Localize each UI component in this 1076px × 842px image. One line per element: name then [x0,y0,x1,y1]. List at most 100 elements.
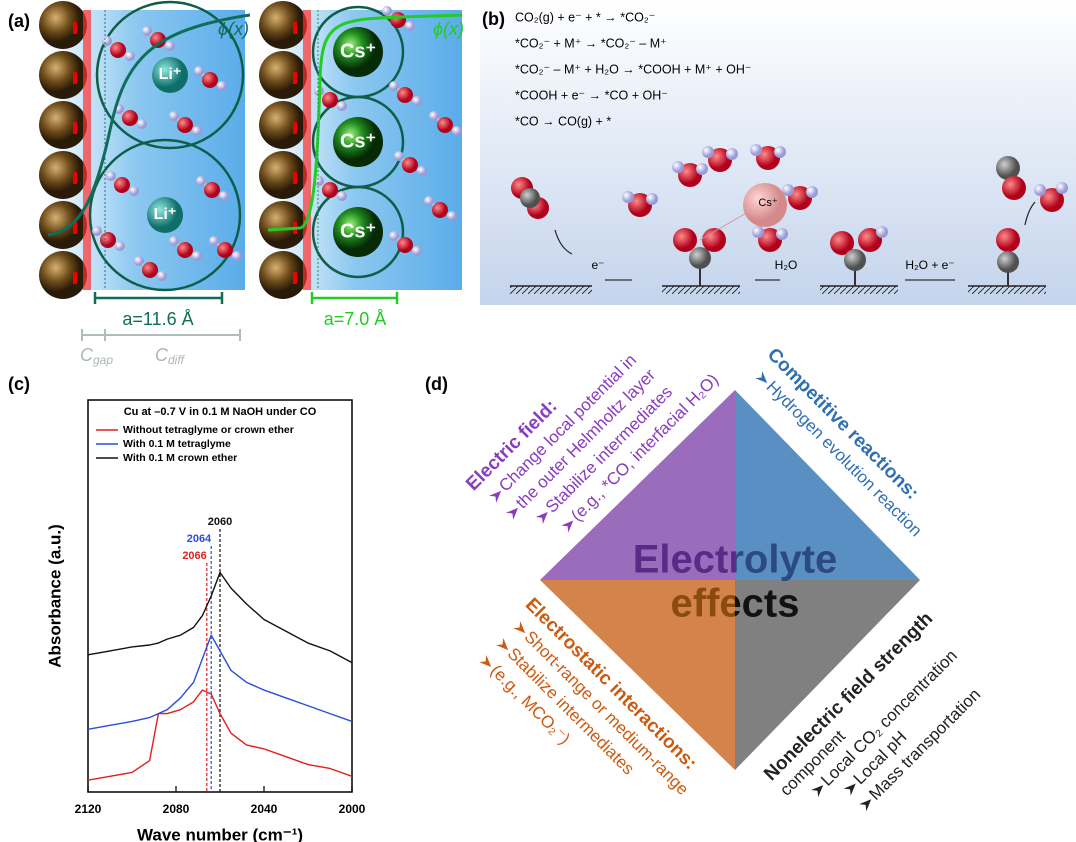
step-label: H₂O + e⁻ [905,258,954,272]
oxygen [122,110,138,126]
ion [333,117,383,167]
equation: *CO → CO(g) + * [515,114,611,128]
oxygen [858,228,882,252]
hydrogen [412,96,422,106]
x-tick-label: 2000 [339,802,366,816]
nonelectric-quadrant [735,580,920,770]
hydrogen [726,148,738,160]
ion-label: Cs⁺ [340,130,376,152]
oxygen [437,117,453,133]
oxygen [142,262,158,278]
charge-mark [73,172,77,184]
hydrogen [389,81,399,91]
oxygen [402,157,418,173]
c-subscript: gap [93,353,113,367]
x-axis-label: Wave number (cm⁻¹) [137,825,303,842]
c-diff-label: Cdiff [155,345,186,367]
copper-atom [39,151,87,199]
charge-mark [293,172,297,184]
surface [662,286,740,294]
copper-atom [259,151,307,199]
oxygen [397,87,413,103]
charge-mark [73,222,77,234]
copper-atom [259,51,307,99]
copper-atom [259,101,307,149]
carbon [689,247,711,269]
oxygen [996,228,1020,252]
charge-mark [73,22,77,34]
y-axis-label: Absorbance (a.u.) [45,524,64,668]
hydrogen [337,191,347,201]
c-symbol: C [155,345,169,365]
electrolyte-region [45,10,245,290]
oxygen [202,72,218,88]
phi-label: ϕ(x) [433,19,464,39]
ion-label: Cs⁺ [340,40,376,62]
spectrum-line [87,634,353,730]
center-title: Electrolyte [633,538,838,582]
hydrogen [774,146,786,158]
hydrogen [196,176,206,186]
spectrum-line [87,571,353,664]
x-tick-label: 2120 [75,802,102,816]
hydrogen [209,236,219,246]
hydrogen [1034,184,1046,196]
scale-bar [310,292,399,304]
bullet [843,783,856,796]
spacing-label: a=11.6 Å [122,309,193,329]
hydrogen [1056,182,1068,194]
c-symbol: C [80,345,94,365]
surface [510,286,592,294]
hydrogen [429,111,439,121]
copper-atom [39,201,87,249]
copper-atom [39,1,87,49]
oxygen [1002,176,1026,200]
charge-mark [293,22,297,34]
copper-atom [39,101,87,149]
hydrogen [412,246,422,256]
x-tick-label: 2080 [163,802,190,816]
oxygen [702,228,726,252]
oxygen [830,231,854,255]
oxygen [673,228,697,252]
oxygen [322,182,338,198]
ion-label: Li⁺ [159,66,182,83]
cation [743,183,787,227]
c-gap-label: Cgap [80,345,113,367]
competitive-quadrant [735,390,920,580]
copper-atom [39,51,87,99]
spacing-label: a=7.0 Å [324,309,387,329]
oxygen [322,92,338,108]
hydrogen [702,146,714,158]
chart-title: Cu at –0.7 V in 0.1 M NaOH under CO [124,406,317,418]
charge-mark [73,272,77,284]
x-tick-label: 2040 [251,802,278,816]
copper-atom [259,251,307,299]
hydrogen [672,161,684,173]
charge-mark [293,72,297,84]
oxygen [150,32,166,48]
hydrogen [232,251,242,261]
potential-curve [47,13,251,237]
oxygen [1040,188,1064,212]
capacitance-bar [81,329,241,341]
spectrum-chart: Cu at –0.7 V in 0.1 M NaOH under CO 2120 2… [45,399,366,842]
bullet [506,507,519,520]
ion [333,207,383,257]
hydrogen [417,166,427,176]
legend-label: With 0.1 M tetraglyme [123,438,231,450]
peak-label: 2060 [208,516,232,528]
ion-label: Li⁺ [154,206,177,223]
hydrogen [389,231,399,241]
bullet [489,490,502,503]
bullet [859,799,872,812]
copper-atom [259,201,307,249]
phi-label: ϕ(x) [218,19,249,39]
oxygen [432,202,448,218]
carbon [520,188,540,208]
panel-label: (d) [425,374,448,394]
spectrum-line [87,689,353,781]
hydrogen [192,251,202,261]
oxygen [390,12,406,28]
